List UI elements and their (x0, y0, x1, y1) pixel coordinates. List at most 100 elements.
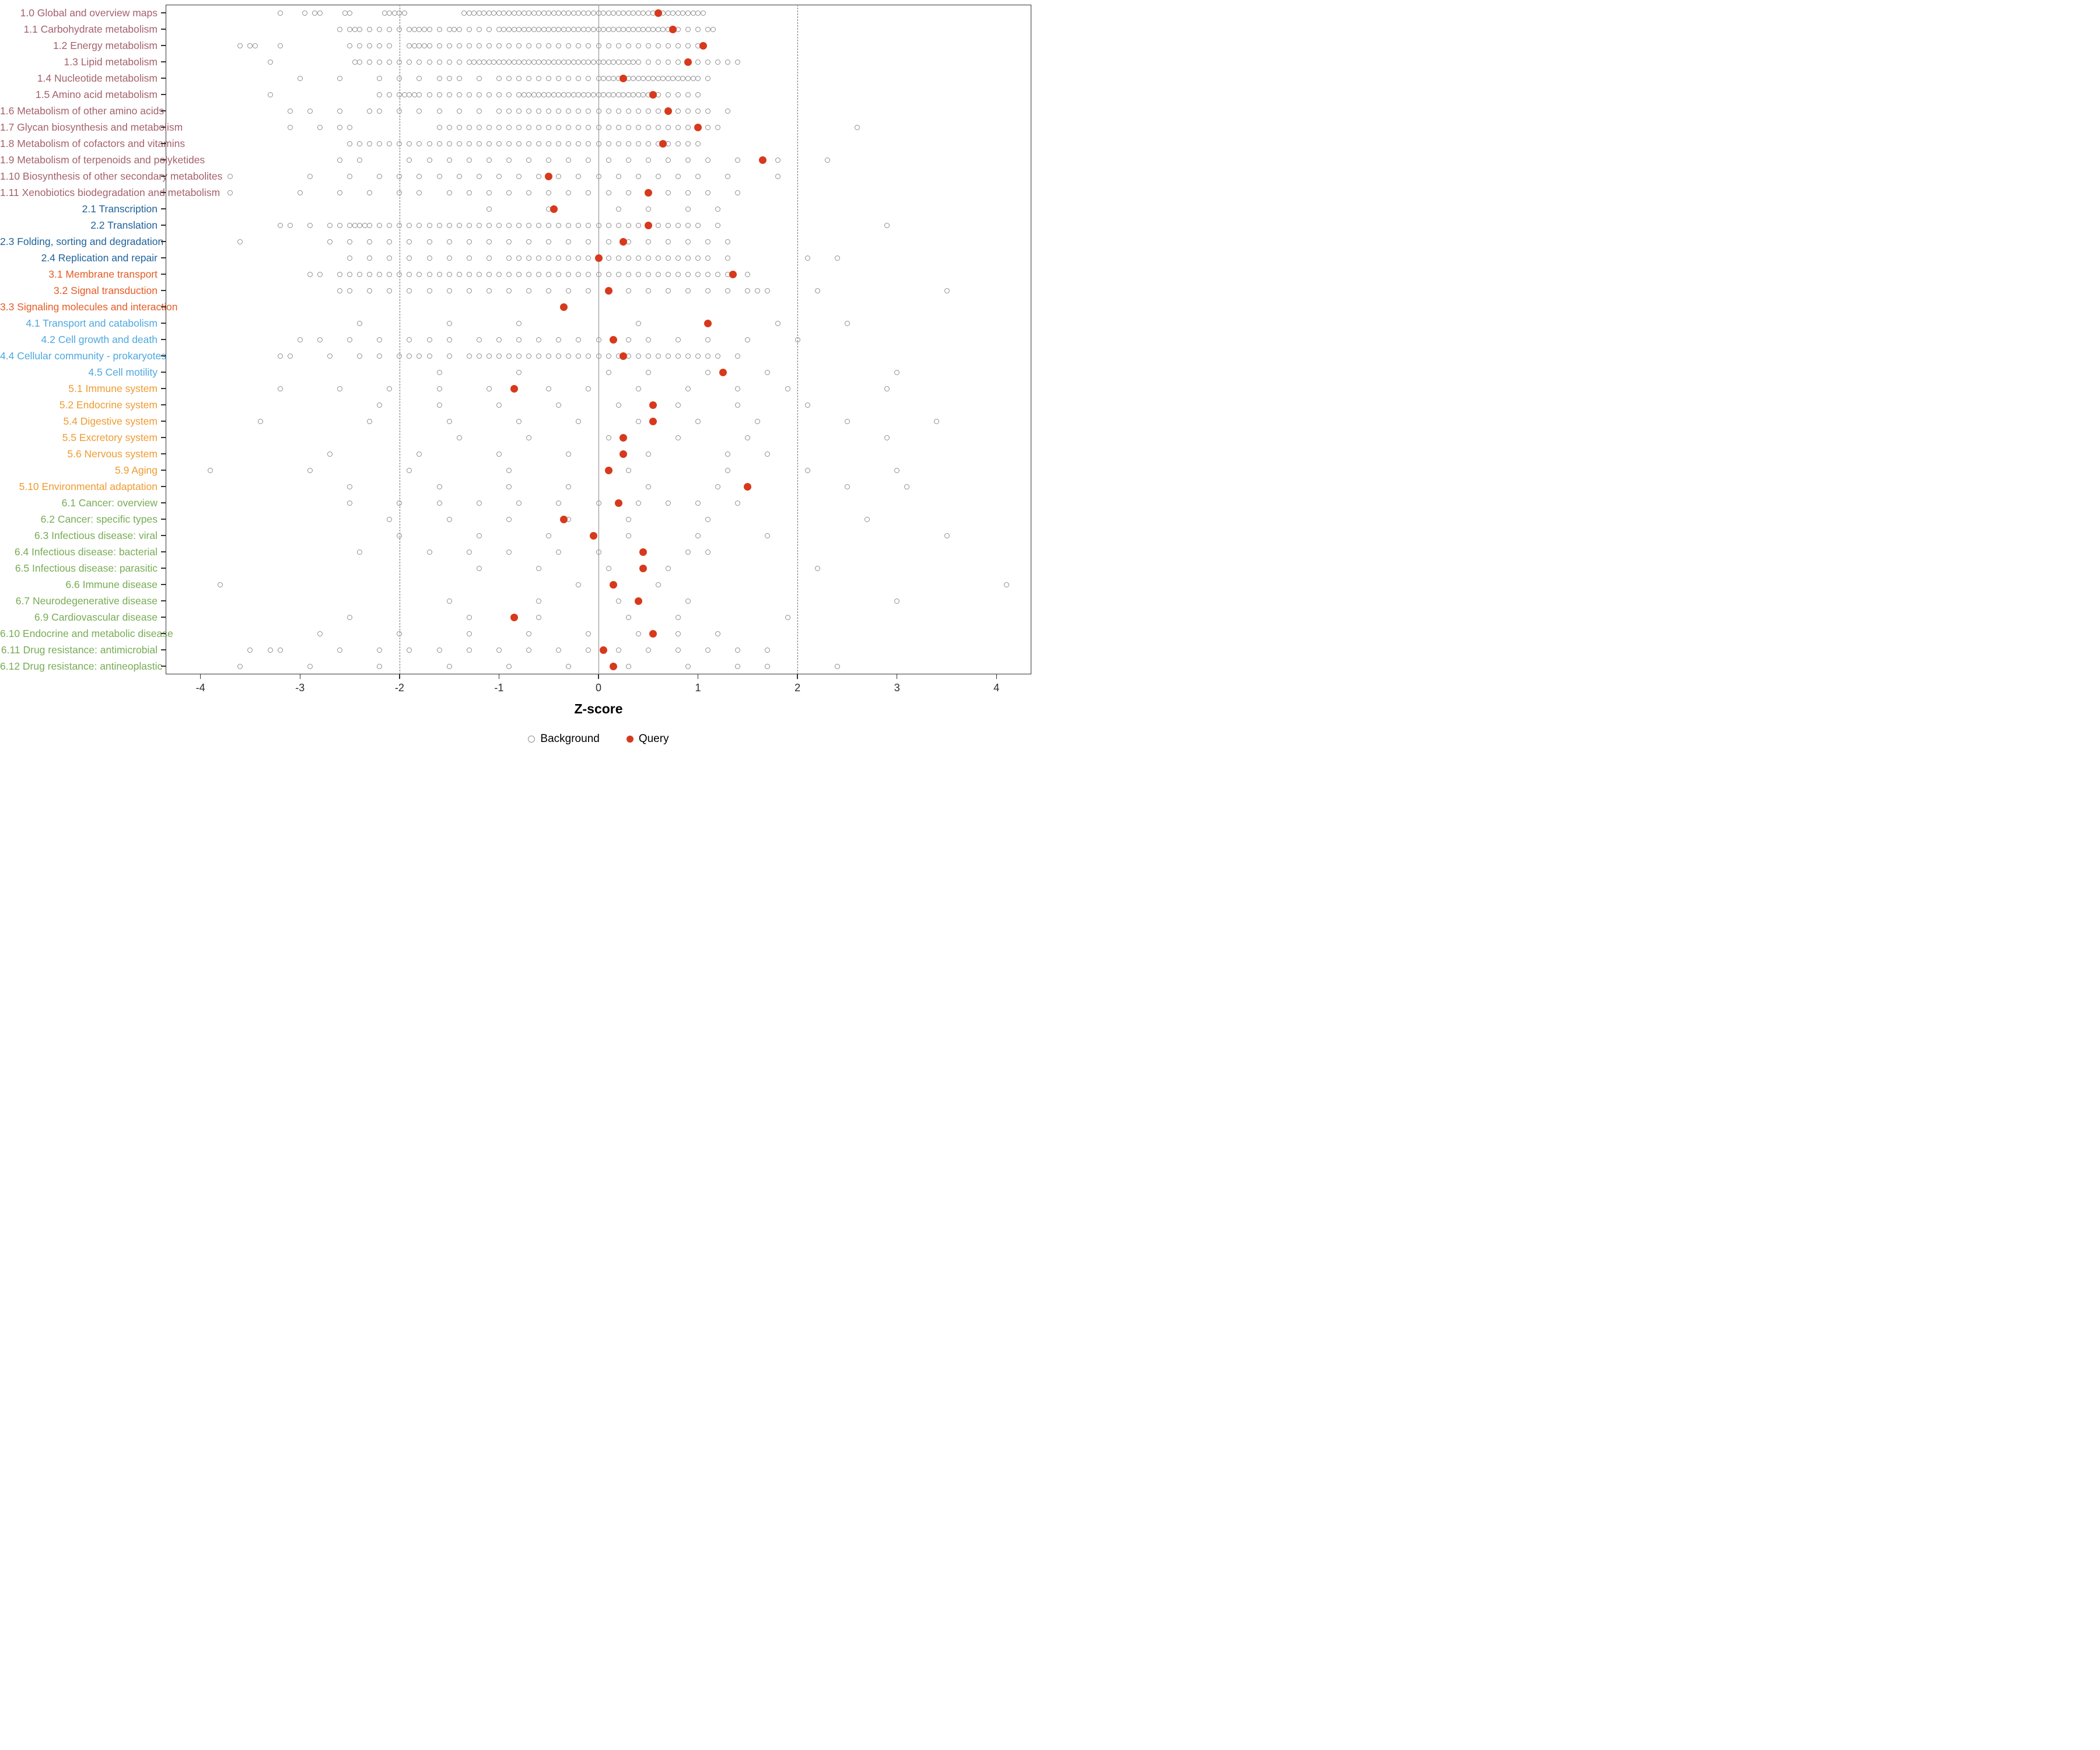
background-point (317, 10, 323, 16)
background-point (635, 353, 641, 359)
background-point (397, 173, 402, 179)
x-axis-tick (399, 674, 400, 679)
background-point (387, 92, 393, 97)
background-point (407, 157, 412, 163)
background-point (705, 337, 711, 342)
background-point (446, 92, 452, 97)
background-point (675, 614, 681, 620)
background-point (476, 43, 482, 48)
background-point (357, 141, 363, 146)
filled-circle-icon (626, 736, 634, 743)
background-point (446, 353, 452, 359)
background-point (516, 271, 522, 277)
background-point (436, 173, 442, 179)
background-point (277, 386, 283, 391)
y-axis-tick (161, 274, 166, 275)
background-point (725, 173, 731, 179)
background-point (531, 10, 537, 16)
x-axis-tick-label: 2 (794, 682, 801, 694)
background-point (536, 141, 542, 146)
background-point (416, 75, 422, 81)
background-point (387, 43, 393, 48)
background-point (655, 271, 661, 277)
query-point (639, 564, 648, 572)
background-point (501, 26, 507, 32)
background-point (496, 402, 502, 408)
background-point (904, 484, 910, 489)
background-point (277, 353, 283, 359)
background-point (615, 43, 621, 48)
background-point (611, 10, 617, 16)
background-point (436, 108, 442, 114)
background-point (476, 337, 482, 342)
background-point (516, 43, 522, 48)
background-point (486, 92, 492, 97)
background-point (536, 92, 542, 97)
background-point (426, 288, 432, 293)
background-point (407, 467, 412, 473)
background-point (695, 75, 701, 81)
y-axis-tick (161, 78, 166, 79)
background-point (541, 26, 547, 32)
row-label: 2.2 Translation (90, 219, 158, 231)
background-point (665, 255, 671, 261)
background-point (307, 222, 313, 228)
background-point (486, 124, 492, 130)
background-point (590, 10, 596, 16)
background-point (576, 141, 582, 146)
background-point (506, 222, 512, 228)
background-point (506, 59, 512, 65)
background-point (426, 255, 432, 261)
background-point (615, 141, 621, 146)
background-point (631, 75, 636, 81)
background-point (546, 43, 552, 48)
query-point (620, 450, 628, 458)
row-label: 1.5 Amino acid metabolism (35, 89, 158, 100)
background-point (496, 75, 502, 81)
background-point (407, 26, 412, 32)
background-point (317, 337, 323, 342)
background-point (446, 157, 452, 163)
background-point (615, 402, 621, 408)
background-point (586, 59, 592, 65)
query-point (550, 205, 558, 213)
background-point (606, 10, 611, 16)
background-point (705, 108, 711, 114)
background-point (606, 75, 611, 81)
x-axis-tick (896, 674, 898, 679)
x-axis-tick-label: -3 (295, 682, 305, 694)
background-point (317, 124, 323, 130)
background-point (615, 598, 621, 604)
background-point (237, 239, 243, 244)
background-point (566, 222, 572, 228)
background-point (625, 337, 631, 342)
background-point (506, 288, 512, 293)
background-point (466, 288, 472, 293)
background-point (446, 239, 452, 244)
background-point (426, 92, 432, 97)
y-axis-tick (161, 29, 166, 30)
query-point (729, 270, 737, 278)
background-point (556, 173, 562, 179)
background-point (506, 190, 512, 195)
background-point (615, 173, 621, 179)
background-point (596, 141, 601, 146)
background-point (436, 141, 442, 146)
background-point (844, 320, 850, 326)
background-point (466, 92, 472, 97)
background-point (675, 337, 681, 342)
background-point (884, 386, 890, 391)
row-label: 5.1 Immune system (68, 383, 158, 394)
background-point (506, 43, 512, 48)
background-point (466, 26, 472, 32)
background-point (526, 435, 532, 440)
background-point (367, 255, 373, 261)
background-point (297, 190, 303, 195)
background-point (570, 10, 576, 16)
legend-label-query: Query (638, 733, 669, 745)
x-axis-tick-label: 3 (894, 682, 900, 694)
background-point (387, 239, 393, 244)
background-point (561, 26, 566, 32)
background-point (377, 173, 383, 179)
background-point (601, 75, 607, 81)
